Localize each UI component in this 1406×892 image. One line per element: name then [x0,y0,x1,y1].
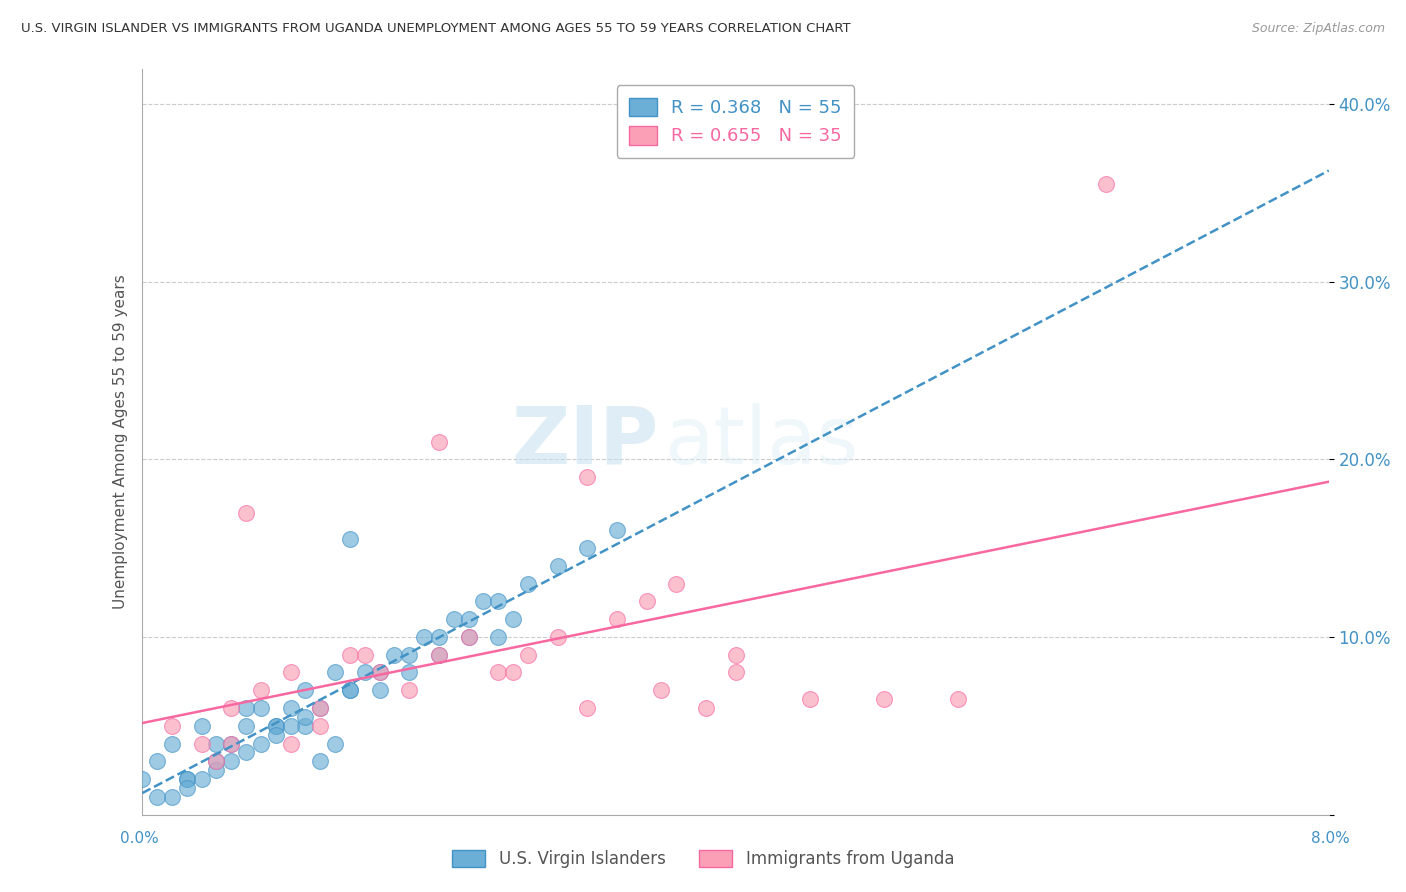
Point [427,648,450,662]
Point [280,737,302,751]
Point [398,665,420,680]
Point [309,701,332,715]
Point [353,665,375,680]
Point [176,772,198,786]
Point [636,594,658,608]
Point [547,630,569,644]
Point [131,772,153,786]
Point [576,470,599,484]
Point [368,683,391,698]
Point [205,754,228,768]
Point [339,648,361,662]
Point [309,719,332,733]
Point [606,524,628,538]
Point [323,737,346,751]
Point [250,683,273,698]
Point [502,612,524,626]
Point [724,665,747,680]
Legend: U.S. Virgin Islanders, Immigrants from Uganda: U.S. Virgin Islanders, Immigrants from U… [446,843,960,875]
Point [486,630,509,644]
Text: 0.0%: 0.0% [120,831,159,846]
Point [235,745,257,759]
Point [309,701,332,715]
Point [665,576,688,591]
Point [235,701,257,715]
Point [695,701,717,715]
Point [413,630,436,644]
Point [221,754,243,768]
Point [472,594,495,608]
Point [873,692,896,706]
Point [368,665,391,680]
Point [443,612,465,626]
Point [799,692,821,706]
Point [486,665,509,680]
Point [190,772,212,786]
Point [176,772,198,786]
Legend: R = 0.368   N = 55, R = 0.655   N = 35: R = 0.368 N = 55, R = 0.655 N = 35 [617,85,855,158]
Point [384,648,406,662]
Point [353,648,375,662]
Point [250,737,273,751]
Point [294,719,316,733]
Point [280,701,302,715]
Point [339,533,361,547]
Point [294,683,316,698]
Point [146,789,169,804]
Point [221,701,243,715]
Point [264,728,287,742]
Point [427,434,450,449]
Point [368,665,391,680]
Point [427,630,450,644]
Point [576,701,599,715]
Point [457,612,479,626]
Y-axis label: Unemployment Among Ages 55 to 59 years: Unemployment Among Ages 55 to 59 years [114,274,128,609]
Point [946,692,969,706]
Point [190,737,212,751]
Point [280,719,302,733]
Text: U.S. VIRGIN ISLANDER VS IMMIGRANTS FROM UGANDA UNEMPLOYMENT AMONG AGES 55 TO 59 : U.S. VIRGIN ISLANDER VS IMMIGRANTS FROM … [21,22,851,36]
Point [1095,177,1118,191]
Point [221,737,243,751]
Point [576,541,599,555]
Point [606,612,628,626]
Point [280,665,302,680]
Point [205,737,228,751]
Point [309,754,332,768]
Point [339,683,361,698]
Point [457,630,479,644]
Point [323,665,346,680]
Point [398,683,420,698]
Point [427,648,450,662]
Point [160,719,183,733]
Point [221,737,243,751]
Point [457,630,479,644]
Point [339,683,361,698]
Point [398,648,420,662]
Point [264,719,287,733]
Point [205,754,228,768]
Point [250,701,273,715]
Text: ZIP: ZIP [512,402,658,481]
Point [264,719,287,733]
Point [235,719,257,733]
Point [294,710,316,724]
Point [205,763,228,777]
Point [486,594,509,608]
Point [516,648,538,662]
Point [516,576,538,591]
Point [502,665,524,680]
Point [160,737,183,751]
Text: 8.0%: 8.0% [1310,831,1350,846]
Point [160,789,183,804]
Point [724,648,747,662]
Point [547,558,569,573]
Text: Source: ZipAtlas.com: Source: ZipAtlas.com [1251,22,1385,36]
Point [235,506,257,520]
Point [190,719,212,733]
Point [650,683,672,698]
Point [176,780,198,795]
Point [146,754,169,768]
Text: atlas: atlas [665,402,859,481]
